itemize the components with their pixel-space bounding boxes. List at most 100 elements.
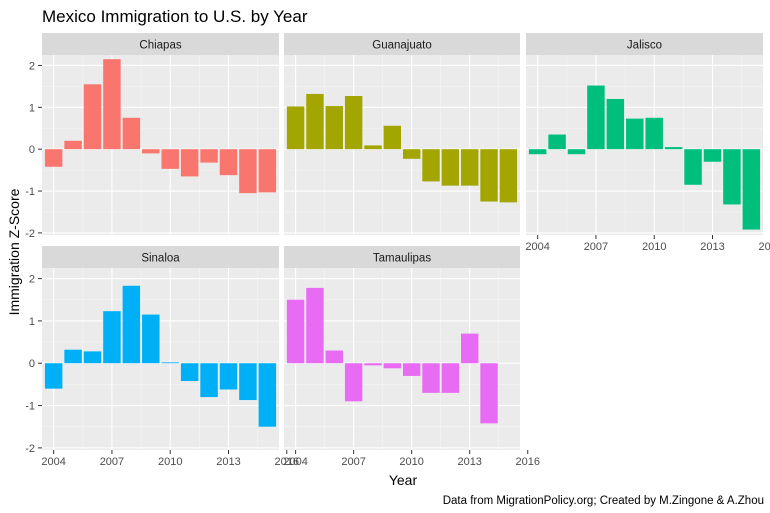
facet-panel-chiapas: Chiapas -2 -1 0 1 2 [25, 33, 279, 240]
bar-jalisco-2008 [606, 98, 625, 150]
bar-chiapas-2010 [161, 149, 179, 169]
x-tick-label: 2007 [100, 456, 124, 468]
bar-sinaloa-2007 [103, 311, 121, 364]
x-tick-label: 2010 [399, 456, 423, 468]
bar-guanajuato-2010 [402, 149, 421, 159]
facet-strip-label: Chiapas [139, 40, 181, 52]
bar-chiapas-2006 [83, 84, 102, 150]
facet-strip [284, 33, 520, 55]
bar-jalisco-2012 [684, 149, 702, 185]
x-tick-label: 2010 [642, 241, 666, 253]
facet-strip-label: Sinaloa [141, 253, 180, 265]
y-tick-label: 1 [29, 102, 35, 114]
bar-guanajuato-2007 [344, 96, 363, 150]
bar-jalisco-2010 [645, 117, 663, 150]
bar-guanajuato-2011 [422, 149, 440, 182]
facet-strip [42, 246, 279, 268]
bar-guanajuato-2015 [499, 149, 518, 203]
bar-chiapas-2009 [142, 149, 160, 154]
bar-jalisco-2013 [703, 149, 722, 162]
bar-tamaulipas-2011 [422, 363, 440, 393]
bar-chiapas-2014 [239, 149, 257, 194]
bar-jalisco-2005 [548, 134, 566, 150]
x-tick-label: 2016 [515, 456, 539, 468]
y-tick-label: -2 [25, 228, 35, 240]
y-tick-label: 1 [29, 316, 35, 328]
bar-tamaulipas-2004 [286, 299, 305, 364]
bar-sinaloa-2011 [180, 363, 199, 382]
bar-sinaloa-2013 [219, 363, 238, 390]
bar-jalisco-2011 [664, 147, 683, 150]
bar-tamaulipas-2009 [383, 363, 402, 369]
y-tick-label: 2 [29, 274, 35, 286]
y-tick-label: -2 [25, 443, 35, 455]
facet-strip-label: Guanajuato [372, 40, 431, 52]
bar-tamaulipas-2012 [441, 363, 460, 393]
bar-chiapas-2004 [44, 149, 63, 167]
bar-sinaloa-2012 [200, 363, 218, 398]
facet-panels: Chiapas -2 -1 0 1 2 Guanajuato Jalisco 2004 2007 2… [25, 33, 770, 468]
x-tick-label: 2013 [457, 456, 481, 468]
bar-jalisco-2014 [723, 149, 741, 205]
bar-jalisco-2006 [567, 149, 586, 155]
bar-guanajuato-2009 [383, 125, 402, 150]
y-axis-title: Immigration Z-Score [6, 188, 22, 315]
bar-tamaulipas-2007 [344, 363, 363, 402]
bar-sinaloa-2010 [161, 362, 179, 364]
bar-guanajuato-2004 [286, 106, 305, 150]
y-tick-label: 2 [29, 60, 35, 72]
y-tick-label: -1 [25, 186, 35, 198]
x-tick-label: 2013 [216, 456, 240, 468]
bar-chiapas-2013 [219, 149, 238, 176]
x-tick-label: 2016 [759, 241, 770, 253]
bar-jalisco-2015 [742, 149, 761, 230]
x-tick-label: 2007 [341, 456, 365, 468]
bar-chiapas-2007 [103, 59, 121, 150]
bar-tamaulipas-2013 [461, 333, 479, 364]
facet-strip-label: Tamaulipas [373, 253, 431, 265]
bar-tamaulipas-2014 [480, 363, 498, 424]
bar-tamaulipas-2010 [402, 363, 421, 376]
chart-title: Mexico Immigration to U.S. by Year [42, 7, 308, 26]
bar-chiapas-2011 [180, 149, 199, 177]
facet-strip-label: Jalisco [627, 40, 662, 52]
x-tick-label: 2007 [584, 241, 608, 253]
bar-chiapas-2008 [122, 117, 141, 150]
bar-guanajuato-2013 [461, 149, 479, 186]
facet-strip [526, 33, 763, 55]
bar-chiapas-2005 [64, 140, 82, 150]
facet-strip [42, 33, 279, 55]
facet-panel-sinaloa: Sinaloa -2 -1 0 1 2 2004 2007 2010 2013 2016 [25, 246, 299, 468]
bar-sinaloa-2015 [258, 363, 277, 427]
bar-guanajuato-2005 [306, 93, 324, 150]
x-tick-label: 2004 [41, 456, 65, 468]
bar-sinaloa-2008 [122, 285, 141, 364]
bar-tamaulipas-2005 [306, 287, 324, 364]
bar-guanajuato-2014 [480, 149, 498, 202]
bar-sinaloa-2014 [239, 363, 257, 401]
bar-jalisco-2004 [528, 149, 547, 155]
bar-guanajuato-2008 [364, 145, 382, 150]
bar-tamaulipas-2006 [325, 350, 343, 364]
bar-sinaloa-2005 [64, 349, 82, 364]
bar-tamaulipas-2008 [364, 363, 382, 366]
x-tick-label: 2004 [525, 241, 549, 253]
bar-guanajuato-2006 [325, 106, 343, 150]
bar-sinaloa-2004 [44, 363, 63, 389]
x-tick-label: 2010 [158, 456, 182, 468]
bar-sinaloa-2009 [142, 314, 160, 364]
x-axis-title: Year [389, 472, 418, 488]
facet-panel-tamaulipas: Tamaulipas 2004 2007 2010 2013 2016 [283, 246, 540, 468]
bar-sinaloa-2006 [83, 351, 102, 364]
bar-jalisco-2009 [626, 118, 644, 150]
y-tick-label: -1 [25, 401, 35, 413]
bar-jalisco-2007 [587, 85, 605, 150]
y-tick-label: 0 [29, 358, 35, 370]
bar-chiapas-2015 [258, 149, 277, 193]
y-tick-label: 0 [29, 144, 35, 156]
facet-panel-guanajuato: Guanajuato [284, 33, 520, 235]
facet-strip [284, 246, 520, 268]
x-tick-label: 2016 [275, 456, 299, 468]
x-tick-label: 2004 [283, 456, 307, 468]
